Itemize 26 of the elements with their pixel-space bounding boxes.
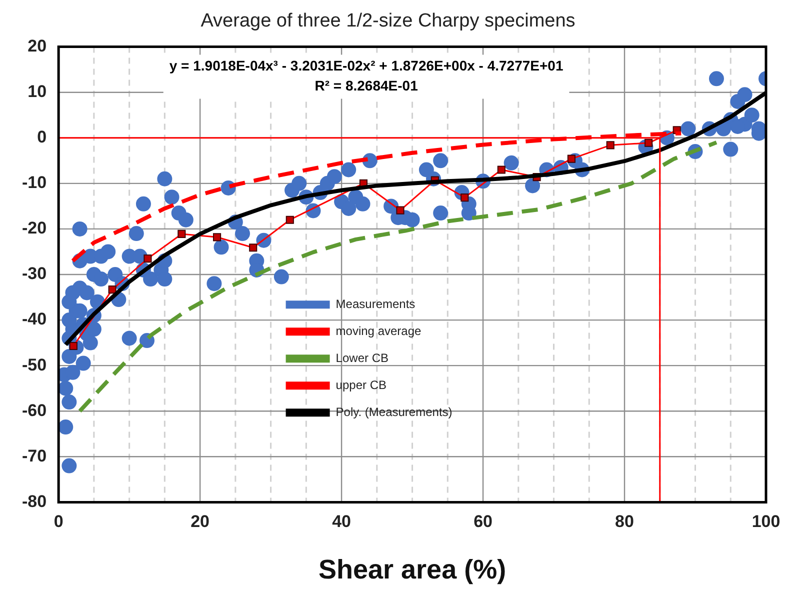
legend-label: Lower CB [336,350,388,365]
y-tick-label: -50 [22,355,47,374]
x-tick-label: 0 [54,512,64,532]
x-axis-title: Shear area (%) [318,554,506,584]
y-tick-label: 20 [28,36,47,56]
chart-title: Average of three 1/2-size Charpy specimens [200,10,576,32]
x-tick-label: 100 [752,512,780,532]
y-tick-label: 0 [37,128,47,147]
legend-label: moving average [336,324,422,338]
y-tick-label: 10 [28,82,47,102]
y-tick-label: -40 [22,310,47,329]
x-tick-label: 80 [615,512,634,532]
x-tick-label: 40 [332,512,352,532]
y-tick-label: -60 [22,400,47,420]
annotation: R² = 8.2684E-01 [314,78,418,94]
legend-label: Measurements [336,296,416,311]
y-tick-label: -70 [22,446,47,466]
x-tick-label: 60 [474,512,492,532]
x-tick-label: 20 [190,512,210,532]
y-tick-label: -80 [22,492,47,511]
y-tick-label: -30 [22,264,47,284]
annotation: y = 1.9018E-04x³ - 3.2031E-02x² + 1.8726E+00x - 4.7277E+01 [169,58,564,74]
y-tick-label: -20 [22,218,47,238]
legend-label: Poly. (Measurements) [336,404,452,419]
y-tick-label: -10 [22,173,47,192]
legend-label: upper CB [336,378,386,392]
